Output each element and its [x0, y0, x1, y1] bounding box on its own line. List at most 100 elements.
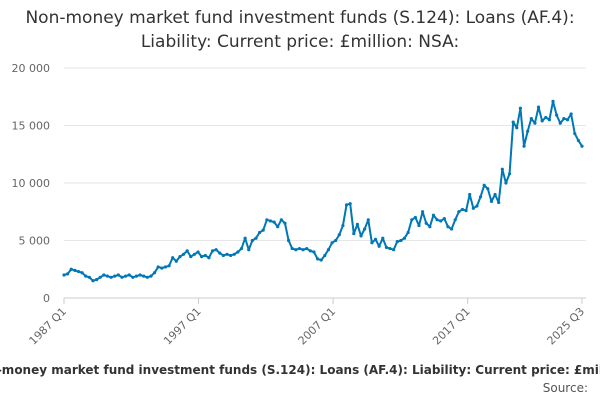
data-point [363, 227, 367, 231]
data-point [200, 255, 204, 259]
data-point [555, 113, 559, 117]
data-point [337, 233, 341, 237]
data-point [417, 223, 421, 228]
series-layer [62, 99, 584, 283]
data-point [102, 273, 106, 277]
data-point [460, 207, 465, 212]
data-point [453, 218, 457, 222]
data-point [174, 259, 178, 263]
data-point [515, 126, 519, 130]
data-point [413, 215, 417, 220]
data-point [355, 222, 360, 226]
data-point [109, 275, 113, 279]
data-point [105, 274, 110, 278]
data-point [551, 99, 555, 103]
data-point [120, 275, 124, 279]
data-point [366, 218, 370, 222]
data-point [518, 106, 523, 110]
data-point [359, 234, 363, 238]
data-point [134, 274, 139, 278]
data-point [475, 204, 479, 208]
data-point [301, 248, 305, 252]
data-point [232, 252, 236, 256]
data-point [457, 210, 461, 214]
data-point [377, 244, 381, 248]
x-tick-label: 2007 Q1 [296, 305, 339, 348]
data-point [558, 121, 562, 125]
data-point [421, 210, 425, 214]
data-point [489, 199, 494, 203]
data-point [163, 265, 168, 269]
data-point [127, 273, 131, 277]
data-point [91, 279, 95, 283]
data-point [73, 268, 77, 272]
data-point [573, 131, 577, 136]
data-point [370, 241, 374, 245]
data-point [268, 219, 273, 223]
data-point [261, 228, 265, 232]
data-point [116, 273, 120, 277]
data-point [305, 246, 309, 251]
data-point [547, 118, 552, 122]
x-tick-label: 2017 Q1 [430, 305, 473, 348]
data-point [178, 255, 182, 259]
data-point [533, 121, 537, 125]
data-point [334, 238, 338, 243]
data-point [181, 252, 186, 256]
data-point [225, 252, 229, 256]
data-point [500, 167, 504, 171]
data-point [493, 192, 497, 197]
data-point [297, 246, 302, 251]
data-point [439, 219, 443, 223]
data-point [406, 230, 410, 235]
data-point [323, 253, 327, 258]
data-point [392, 248, 396, 252]
data-point [486, 187, 490, 191]
data-point [189, 255, 193, 259]
data-point [446, 225, 450, 229]
data-point [76, 269, 81, 274]
y-tick-label: 20 000 [12, 62, 51, 75]
data-point [348, 202, 352, 206]
data-point [395, 240, 399, 244]
data-point [580, 144, 584, 148]
data-point [464, 209, 468, 213]
data-point [529, 117, 533, 121]
data-point [203, 253, 207, 258]
data-point [80, 271, 84, 275]
x-axis: 1987 Q1 1997 Q1 2007 Q1 2017 Q1 2025 Q3 [27, 298, 587, 348]
data-point [214, 248, 218, 252]
data-point [428, 225, 432, 229]
data-point [250, 238, 254, 243]
data-point [344, 203, 349, 207]
series-line [63, 100, 583, 282]
data-point [435, 218, 439, 222]
data-point [315, 257, 320, 261]
data-point [478, 195, 483, 199]
data-point [123, 274, 128, 278]
data-point [279, 218, 283, 222]
data-point [471, 206, 475, 210]
y-tick-label: 10 000 [12, 177, 51, 190]
data-point [522, 144, 526, 148]
data-point [62, 273, 66, 277]
data-point [138, 273, 142, 277]
data-point [192, 252, 197, 256]
chart-footer: Non-money market fund investment funds (… [0, 363, 600, 400]
data-point [536, 105, 541, 109]
data-point [540, 119, 544, 123]
x-tick-label: 1987 Q1 [27, 305, 70, 348]
data-point [526, 129, 530, 133]
data-point [66, 272, 70, 276]
x-tick-label: 1997 Q1 [161, 305, 204, 348]
data-point [160, 266, 164, 270]
gridlines [64, 67, 586, 299]
data-point [276, 225, 280, 229]
data-point [131, 275, 135, 279]
footer-title: Non-money market fund investment funds (… [0, 363, 600, 377]
data-point [330, 241, 334, 245]
data-point [308, 249, 312, 253]
data-point [286, 238, 291, 243]
data-point [69, 267, 73, 271]
data-point [152, 271, 157, 275]
